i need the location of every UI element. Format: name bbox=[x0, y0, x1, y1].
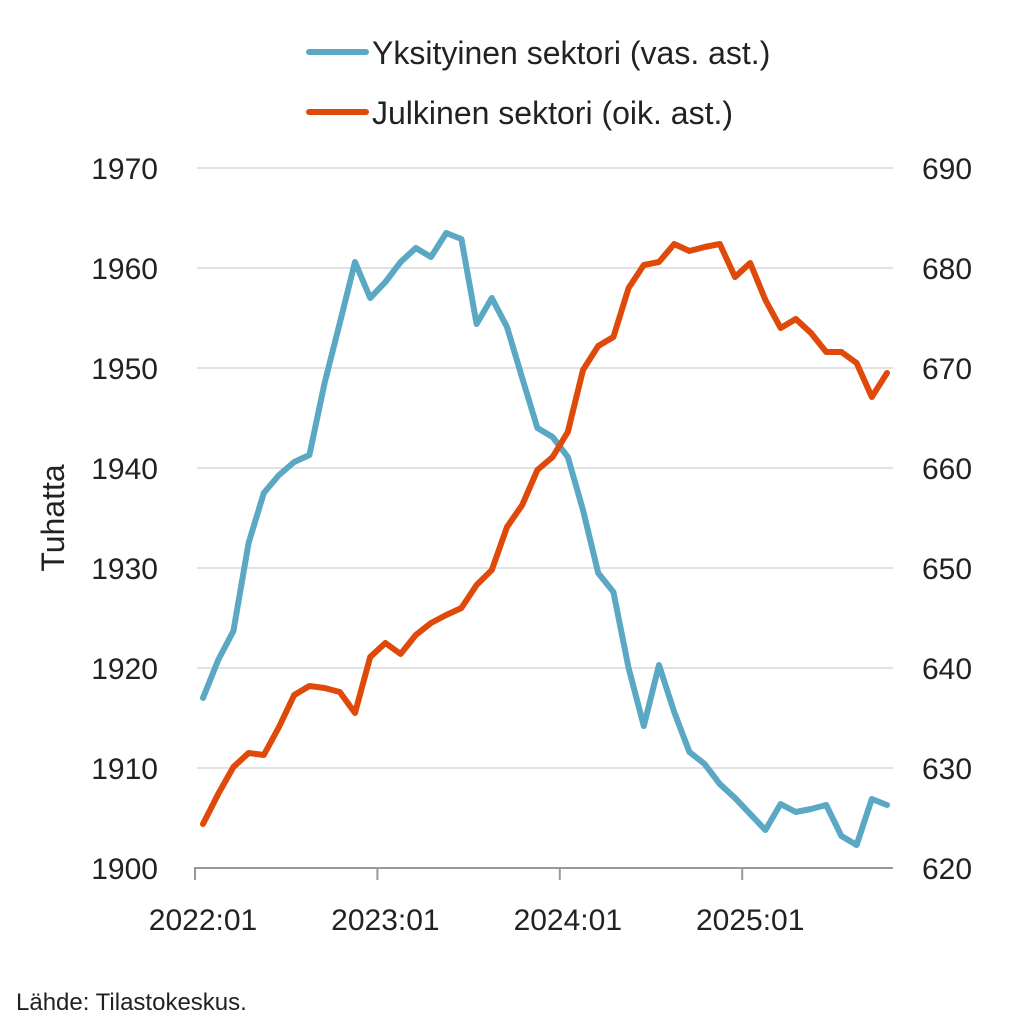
legend-label-yksityinen: Yksityinen sektori (vas. ast.) bbox=[372, 35, 770, 71]
series-lines bbox=[200, 230, 890, 848]
x-tick-label: 2022:01 bbox=[149, 904, 257, 937]
y2-tick-label: 650 bbox=[922, 553, 972, 586]
series-line-julkinen bbox=[200, 241, 890, 827]
gridlines bbox=[197, 167, 893, 769]
y-tick-label: 1900 bbox=[91, 853, 158, 886]
y-tick-label: 1920 bbox=[91, 653, 158, 686]
legend: Yksityinen sektori (vas. ast.) Julkinen … bbox=[306, 35, 770, 131]
y-tick-label: 1940 bbox=[91, 453, 158, 486]
y2-tick-label: 660 bbox=[922, 453, 972, 486]
source-note: Lähde: Tilastokeskus. bbox=[16, 989, 247, 1016]
y-tick-label: 1970 bbox=[91, 153, 158, 186]
y2-tick-label: 630 bbox=[922, 753, 972, 786]
series-line-yksityinen bbox=[200, 230, 890, 848]
y-tick-label: 1910 bbox=[91, 753, 158, 786]
y-tick-label: 1950 bbox=[91, 353, 158, 386]
x-tick-label: 2023:01 bbox=[331, 904, 439, 937]
x-tick-label: 2024:01 bbox=[514, 904, 622, 937]
y2-tick-label: 690 bbox=[922, 153, 972, 186]
y2-tick-label: 670 bbox=[922, 353, 972, 386]
x-tick-label: 2025:01 bbox=[696, 904, 804, 937]
y-axis-label: Tuhatta bbox=[35, 464, 71, 572]
legend-label-julkinen: Julkinen sektori (oik. ast.) bbox=[372, 95, 733, 131]
y2-tick-label: 620 bbox=[922, 853, 972, 886]
y-tick-label: 1960 bbox=[91, 253, 158, 286]
y-tick-label: 1930 bbox=[91, 553, 158, 586]
y2-tick-label: 680 bbox=[922, 253, 972, 286]
axes: 1900 1910 1920 1930 1940 1950 1960 1970 620 630 64… bbox=[91, 153, 972, 937]
y2-tick-label: 640 bbox=[922, 653, 972, 686]
